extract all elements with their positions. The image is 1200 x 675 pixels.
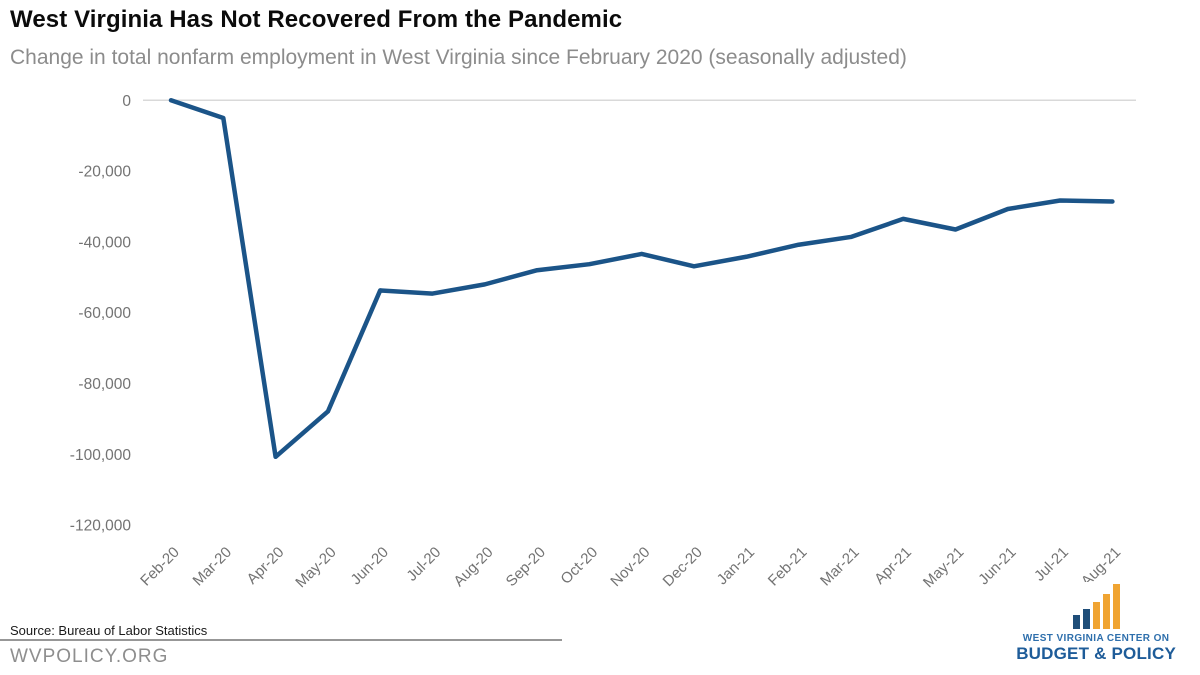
website-url: WVPOLICY.ORG [10,646,169,667]
chart-subtitle: Change in total nonfarm employment in We… [10,46,907,69]
footer-divider [0,639,562,641]
y-axis-tick-label: -80,000 [78,376,131,393]
x-axis-tick-label: Feb-21 [765,544,811,590]
y-axis-tick-label: -40,000 [78,234,131,251]
logo-org-line2: BUDGET & POLICY [1016,644,1176,663]
logo-org-line1: WEST VIRGINIA CENTER ON [1022,633,1170,644]
x-axis-tick-label: Mar-21 [817,544,863,590]
employment-line-chart: 0 -20,000 -40,000 -60,000 -80,000 -100,000 -12… [70,93,1136,591]
wvcbp-logo: WEST VIRGINIA CENTER ON BUDGET & POLICY [1012,582,1180,665]
x-axis-tick-label: Jul-21 [1031,544,1072,585]
logo-bar [1092,602,1100,629]
logo-bar [1112,584,1120,629]
logo-bar [1072,615,1080,629]
x-axis-tick-label: Oct-20 [557,544,601,588]
y-axis-tick-label: -60,000 [78,305,131,322]
x-axis-tick-label: Sep-20 [503,544,549,590]
employment-series-line [168,98,1115,460]
x-axis-tick-label: Feb-20 [137,544,183,590]
x-axis-tick-label: Jan-21 [714,544,758,588]
x-axis-tick-label: Apr-21 [871,544,915,588]
y-axis-tick-label: -20,000 [78,164,131,181]
y-axis-tick-label: -100,000 [70,447,132,464]
chart-title: West Virginia Has Not Recovered From the… [10,6,623,33]
x-axis-tick-label: Dec-20 [660,544,706,590]
x-axis-tick-label: Nov-20 [607,544,653,590]
x-axis-tick-label: Apr-20 [244,544,288,588]
source-note: Source: Bureau of Labor Statistics [10,623,208,638]
x-axis-tick-label: Jun-20 [348,544,392,588]
bar-chart-logo-icon [1072,584,1120,629]
x-axis-tick-label: Aug-20 [450,544,496,590]
logo-bar [1082,609,1090,629]
y-axis-tick-label: -120,000 [70,518,132,535]
x-axis-tick-label: Jul-20 [403,544,444,585]
x-axis-tick-label: May-21 [920,544,967,591]
logo-bar [1102,594,1110,629]
x-axis-tick-label: May-20 [292,544,339,591]
x-axis-tick-label: Mar-20 [190,544,236,590]
y-axis-tick-label: 0 [122,93,131,110]
